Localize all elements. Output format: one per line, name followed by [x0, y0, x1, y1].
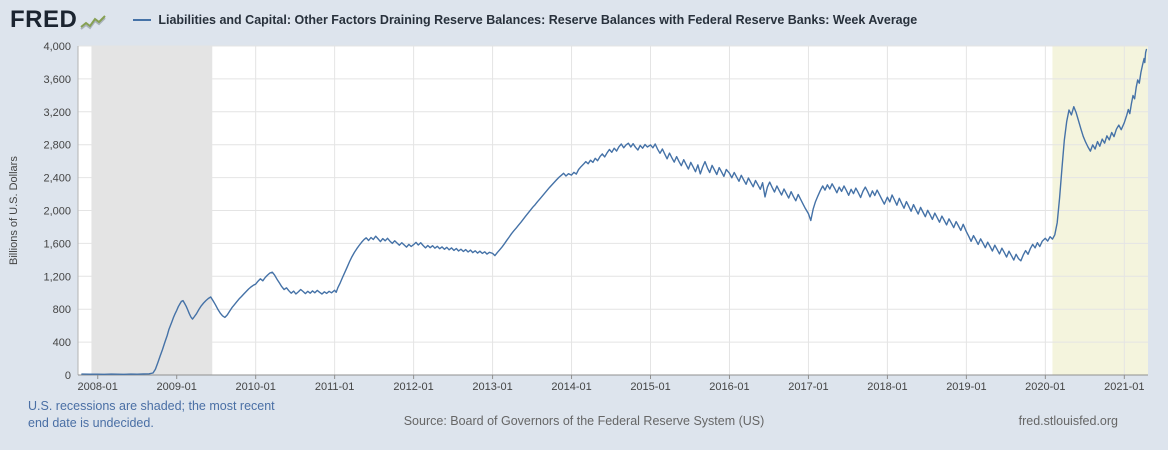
series-line — [81, 48, 1148, 375]
x-tick-label: 2008-01 — [78, 381, 118, 393]
x-tick-label: 2011-01 — [315, 381, 355, 393]
legend-line-sample — [133, 19, 152, 21]
fred-logo-text: FRED — [10, 6, 78, 33]
y-tick-label: 400 — [53, 337, 71, 349]
y-tick-label: 0 — [65, 370, 71, 382]
recession-note: U.S. recessions are shaded; the most rec… — [28, 399, 275, 430]
x-tick-label: 2018-01 — [867, 381, 907, 393]
y-tick-label: 4,000 — [43, 41, 71, 53]
x-tick-label: 2012-01 — [393, 381, 433, 393]
chart-header: FRED Liabilities and Capital: Other Fact… — [10, 5, 1158, 35]
series-title: Liabilities and Capital: Other Factors D… — [158, 13, 918, 27]
series-legend: Liabilities and Capital: Other Factors D… — [133, 13, 917, 27]
y-tick-label: 2,000 — [43, 206, 71, 218]
y-tick-label: 800 — [53, 304, 71, 316]
y-tick-label: 1,600 — [43, 238, 71, 250]
x-tick-label: 2009-01 — [157, 381, 197, 393]
y-tick-label: 2,800 — [43, 140, 71, 152]
y-tick-label: 2,400 — [43, 173, 71, 185]
y-tick-label: 3,600 — [43, 74, 71, 86]
fred-logo-sparkline-icon — [80, 15, 107, 32]
x-tick-label: 2014-01 — [551, 381, 591, 393]
source-text[interactable]: Source: Board of Governors of the Federa… — [403, 414, 765, 428]
y-tick-label: 1,200 — [43, 271, 71, 283]
x-tick-label: 2021-01 — [1104, 381, 1144, 393]
chart-canvas: 2008-01 2009-01 2010-01 2011-01 2012-01 2013-… — [43, 41, 1148, 393]
x-tick-label: 2019-01 — [946, 381, 986, 393]
x-tick-label: 2017-01 — [788, 381, 828, 393]
x-tick-label: 2015-01 — [630, 381, 670, 393]
y-tick-label: 3,200 — [43, 107, 71, 119]
x-tick-label: 2020-01 — [1025, 381, 1065, 393]
fred-logo[interactable]: FRED — [10, 8, 107, 32]
x-tick-label: 2016-01 — [709, 381, 749, 393]
x-tick-label: 2013-01 — [472, 381, 512, 393]
site-link[interactable]: fred.stlouisfed.org — [1018, 414, 1118, 428]
x-tick-label: 2010-01 — [235, 381, 275, 393]
